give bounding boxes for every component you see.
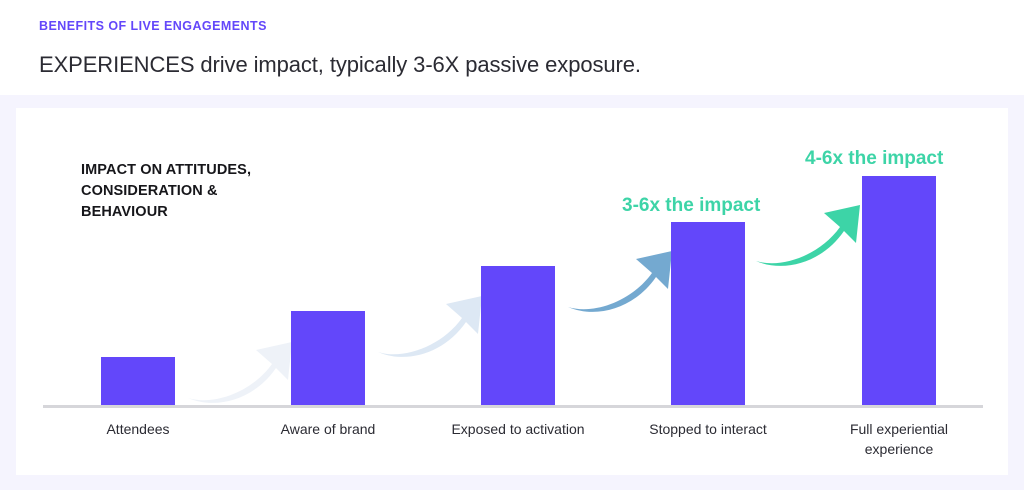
x-axis-label-full-experiential-experience-line-1: Full experiential: [849, 421, 949, 437]
page-header: BENEFITS OF LIVE ENGAGEMENTS EXPERIENCES…: [0, 0, 1024, 95]
x-axis-label-full-experiential-experience: Full experiential experience: [819, 419, 979, 459]
y-axis-label-line-3: BEHAVIOUR: [81, 204, 168, 220]
annotation-4-6x: 4-6x the impact: [805, 148, 944, 169]
y-axis-label-line-1: IMPACT ON ATTITUDES,: [81, 162, 252, 178]
x-axis-label-exposed-to-activation-line-1: Exposed to activation: [451, 421, 585, 437]
bar-aware-of-brand[interactable]: [291, 311, 365, 405]
bar-stopped-to-interact[interactable]: [671, 222, 745, 405]
page-title: EXPERIENCES drive impact, typically 3-6X…: [39, 52, 641, 77]
growth-arrow-3: [568, 251, 672, 312]
x-axis-label-aware-of-brand-line-1: Aware of brand: [280, 421, 376, 437]
y-axis-label-line-2: CONSIDERATION &: [81, 183, 218, 199]
annotation-3-6x: 3-6x the impact: [622, 195, 761, 216]
growth-arrow-1: [188, 342, 292, 403]
x-axis-label-aware-of-brand: Aware of brand: [248, 419, 408, 439]
bar-attendees[interactable]: [101, 357, 175, 405]
bar-chart: IMPACT ON ATTITUDES, CONSIDERATION & BEH…: [16, 108, 1008, 475]
x-axis-label-stopped-to-interact-line-1: Stopped to interact: [649, 421, 767, 437]
bar-exposed-to-activation[interactable]: [481, 266, 555, 405]
x-axis-baseline: [43, 405, 983, 408]
x-axis-label-exposed-to-activation: Exposed to activation: [438, 419, 598, 439]
bar-full-experiential-experience[interactable]: [862, 176, 936, 405]
x-axis-label-attendees-line-1: Attendees: [106, 421, 170, 437]
x-axis-label-full-experiential-experience-line-2: experience: [864, 441, 934, 457]
growth-arrow-2: [378, 296, 482, 357]
y-axis-label: IMPACT ON ATTITUDES, CONSIDERATION & BEH…: [81, 160, 311, 223]
eyebrow-label: BENEFITS OF LIVE ENGAGEMENTS: [39, 19, 267, 33]
x-axis-label-stopped-to-interact: Stopped to interact: [628, 419, 788, 439]
x-axis-label-attendees: Attendees: [58, 419, 218, 439]
chart-card: IMPACT ON ATTITUDES, CONSIDERATION & BEH…: [16, 108, 1008, 475]
growth-arrow-4: [756, 205, 860, 266]
